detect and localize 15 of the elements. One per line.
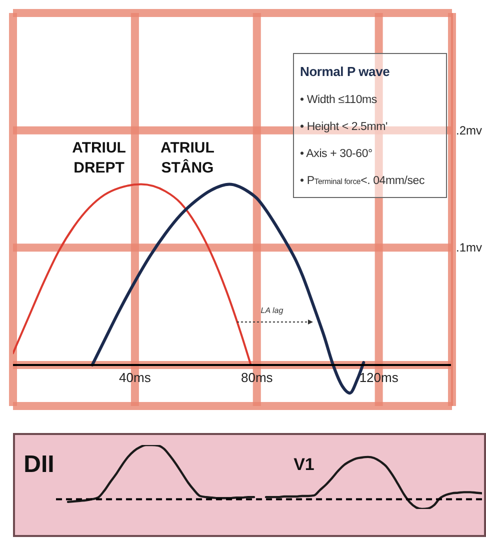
annotation: • Width ≤110ms	[300, 94, 378, 106]
series-label: DII	[24, 451, 54, 478]
series-label: ATRIUL DREPT	[72, 139, 126, 177]
annotation: • Height < 2.5mm'	[300, 120, 389, 133]
annotation: • Axis + 30-60°	[300, 148, 374, 160]
line-series	[13, 183, 252, 366]
x-tick-label: 80ms	[240, 370, 274, 385]
x-tick-label: 120ms	[359, 370, 399, 385]
series-label: ATRIUL STÂNG	[160, 139, 214, 177]
y-tick-label: .1mv	[456, 240, 482, 255]
annotation: Normal P wave	[300, 64, 391, 79]
annotation: LA lag	[260, 306, 284, 315]
y-tick-label: .2mv	[456, 123, 482, 138]
series-label: V1	[294, 454, 314, 474]
x-tick-label: 40ms	[119, 370, 152, 385]
